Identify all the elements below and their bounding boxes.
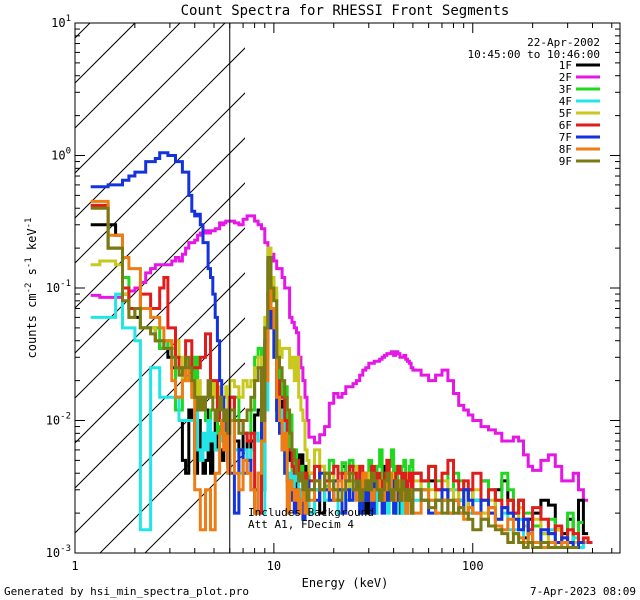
hatch-line — [99, 407, 245, 553]
hatch-line — [75, 92, 245, 264]
generated-by-text: Generated by hsi_min_spectra_plot.pro — [4, 585, 250, 598]
legend-label-6f: 6F — [559, 119, 572, 132]
legend-label-1f: 1F — [559, 59, 572, 72]
hatch-line — [144, 452, 245, 553]
x-tick-label: 100 — [462, 559, 484, 573]
legend-label-5f: 5F — [559, 107, 572, 120]
series-2f — [90, 214, 589, 502]
y-tick-label: 101 — [51, 14, 71, 30]
x-axis-label: Energy (keV) — [302, 576, 389, 590]
legend-label-8f: 8F — [559, 143, 572, 156]
timestamp-text: 7-Apr-2023 08:09 — [530, 585, 636, 598]
chart-title: Count Spectra for RHESSI Front Segments — [181, 3, 510, 19]
legend-label-3f: 3F — [559, 83, 572, 96]
hatch-line — [75, 182, 245, 354]
annotation-attenuator: Att A1, FDecim 4 — [248, 518, 354, 531]
legend-label-7f: 7F — [559, 131, 572, 144]
series-6f — [90, 203, 593, 544]
series-group — [90, 151, 593, 549]
annotation-background: Includes Background — [248, 506, 374, 519]
x-tick-label: 10 — [267, 559, 281, 573]
y-axis-label: counts cm-2 s-1 keV-1 — [24, 218, 39, 359]
series-9f — [90, 206, 579, 549]
legend-label-4f: 4F — [559, 95, 572, 108]
hatch-line — [75, 47, 245, 219]
y-tick-label: 100 — [51, 147, 71, 163]
y-tick-label: 10-3 — [46, 544, 71, 560]
x-tick-label: 1 — [71, 559, 78, 573]
axes: 1 10 100 10-3 10-2 10-1 100 101 — [46, 14, 621, 573]
y-tick-label: 10-1 — [46, 279, 71, 295]
legend-label-9f: 9F — [559, 155, 572, 168]
hatch-line — [75, 272, 245, 444]
date-label: 22-Apr-2002 — [527, 36, 600, 49]
legend-label-2f: 2F — [559, 71, 572, 84]
hatch-line — [75, 137, 245, 309]
time-range-label: 10:45:00 to 10:46:00 — [468, 48, 600, 61]
y-tick-label: 10-2 — [46, 412, 71, 428]
hatch-line — [75, 23, 226, 174]
hatch-line — [75, 227, 245, 399]
